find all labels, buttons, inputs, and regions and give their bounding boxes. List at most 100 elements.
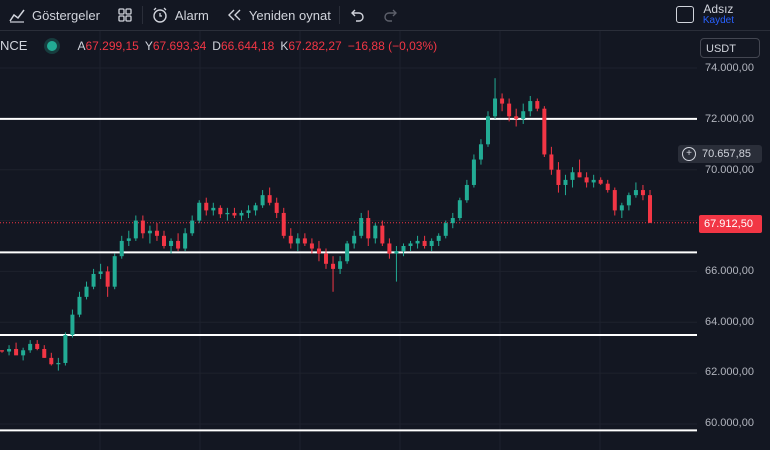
layouts-button[interactable] [108, 0, 142, 30]
candle [359, 212, 364, 239]
candle [0, 350, 4, 353]
plus-icon[interactable]: + [682, 147, 696, 161]
candle [211, 202, 216, 216]
candle-body [605, 183, 610, 191]
replay-button[interactable]: Yeniden oynat [217, 0, 339, 30]
undo-button[interactable] [340, 0, 374, 30]
last-price-tag: 67.912,50 [699, 215, 762, 233]
candle [436, 233, 441, 246]
candle-body [535, 101, 540, 109]
candle [295, 233, 300, 252]
candle [394, 246, 399, 282]
candle-body [331, 263, 336, 269]
candle [63, 332, 68, 366]
change-value: −16,88 (−0,03%) [347, 38, 438, 53]
candle [140, 215, 145, 239]
candle [380, 220, 385, 246]
candle [408, 240, 413, 252]
candle-body [112, 256, 117, 287]
chart-grid [0, 31, 697, 450]
candle [56, 357, 61, 371]
candle [352, 230, 357, 249]
save-link[interactable]: Kaydet [702, 15, 734, 26]
candle [105, 266, 110, 297]
candle-body [500, 98, 505, 104]
candle-body [0, 350, 4, 352]
candle [35, 340, 40, 351]
candle [345, 240, 350, 264]
candle [542, 106, 547, 157]
candle [147, 225, 152, 244]
candle-body [415, 240, 420, 244]
candle [500, 93, 505, 112]
candle-body [450, 218, 455, 224]
candle [204, 197, 209, 216]
candle [288, 228, 293, 249]
candle [366, 210, 371, 246]
candle [309, 238, 314, 254]
candle [91, 268, 96, 290]
candle-body [169, 240, 174, 246]
candle [612, 187, 617, 216]
candle [626, 192, 631, 211]
candle-body [197, 202, 202, 221]
candle [21, 347, 26, 361]
currency-select[interactable]: USDT [700, 38, 760, 58]
candle [443, 220, 448, 239]
candle-body [28, 343, 33, 351]
symbol-name[interactable]: NCE [0, 38, 28, 53]
indicators-button[interactable]: Göstergeler [0, 0, 108, 30]
candle-body [507, 103, 512, 117]
candle [633, 182, 638, 198]
candle [253, 202, 258, 216]
candle-body [91, 273, 96, 287]
candle [415, 235, 420, 249]
price-axis-label: 62.000,00 [705, 366, 754, 378]
candle-body [401, 246, 406, 252]
candle-body [584, 177, 589, 183]
candle [274, 197, 279, 219]
rewind-icon [225, 6, 243, 24]
candle [119, 235, 124, 259]
candle [598, 177, 603, 185]
candle-body [288, 235, 293, 244]
top-toolbar: Göstergeler Alarm Yeniden oynat [0, 0, 770, 31]
candle-body [366, 218, 371, 239]
candle-body [70, 314, 75, 335]
candle-body [394, 251, 399, 254]
candle-body [42, 348, 47, 358]
candle-body [14, 348, 19, 356]
candle-body [162, 235, 166, 246]
candle-body [35, 343, 40, 349]
candle [577, 159, 582, 178]
candle [373, 223, 378, 244]
price-axis-label: 66.000,00 [705, 265, 754, 277]
candle-body [63, 335, 68, 363]
candle-body [316, 248, 321, 254]
candle [218, 205, 223, 219]
candle [302, 233, 307, 246]
candle-body [514, 116, 519, 119]
price-axis-label: 70.000,00 [705, 164, 754, 176]
price-chart[interactable] [0, 31, 770, 450]
candle [493, 78, 498, 119]
toolbar-divider [141, 6, 143, 24]
candle [232, 207, 237, 219]
alarm-button[interactable]: Alarm [143, 0, 217, 30]
candle [507, 98, 512, 122]
high-value: 67.693,34 [152, 38, 207, 53]
account-menu[interactable]: Adsız Kaydet [703, 3, 734, 27]
crosshair-price-tag[interactable]: + 70.657,85 [678, 145, 762, 163]
candle [246, 205, 251, 219]
candle [225, 207, 230, 221]
candle-body [49, 357, 54, 365]
candle-body [457, 200, 462, 219]
candle-body [105, 271, 110, 287]
window-layout-icon[interactable] [676, 6, 694, 23]
candle [169, 238, 174, 254]
candle [112, 253, 117, 290]
candle-body [98, 271, 103, 274]
low-label: D [212, 38, 221, 53]
redo-button[interactable] [374, 0, 408, 30]
candle-body [56, 362, 61, 365]
